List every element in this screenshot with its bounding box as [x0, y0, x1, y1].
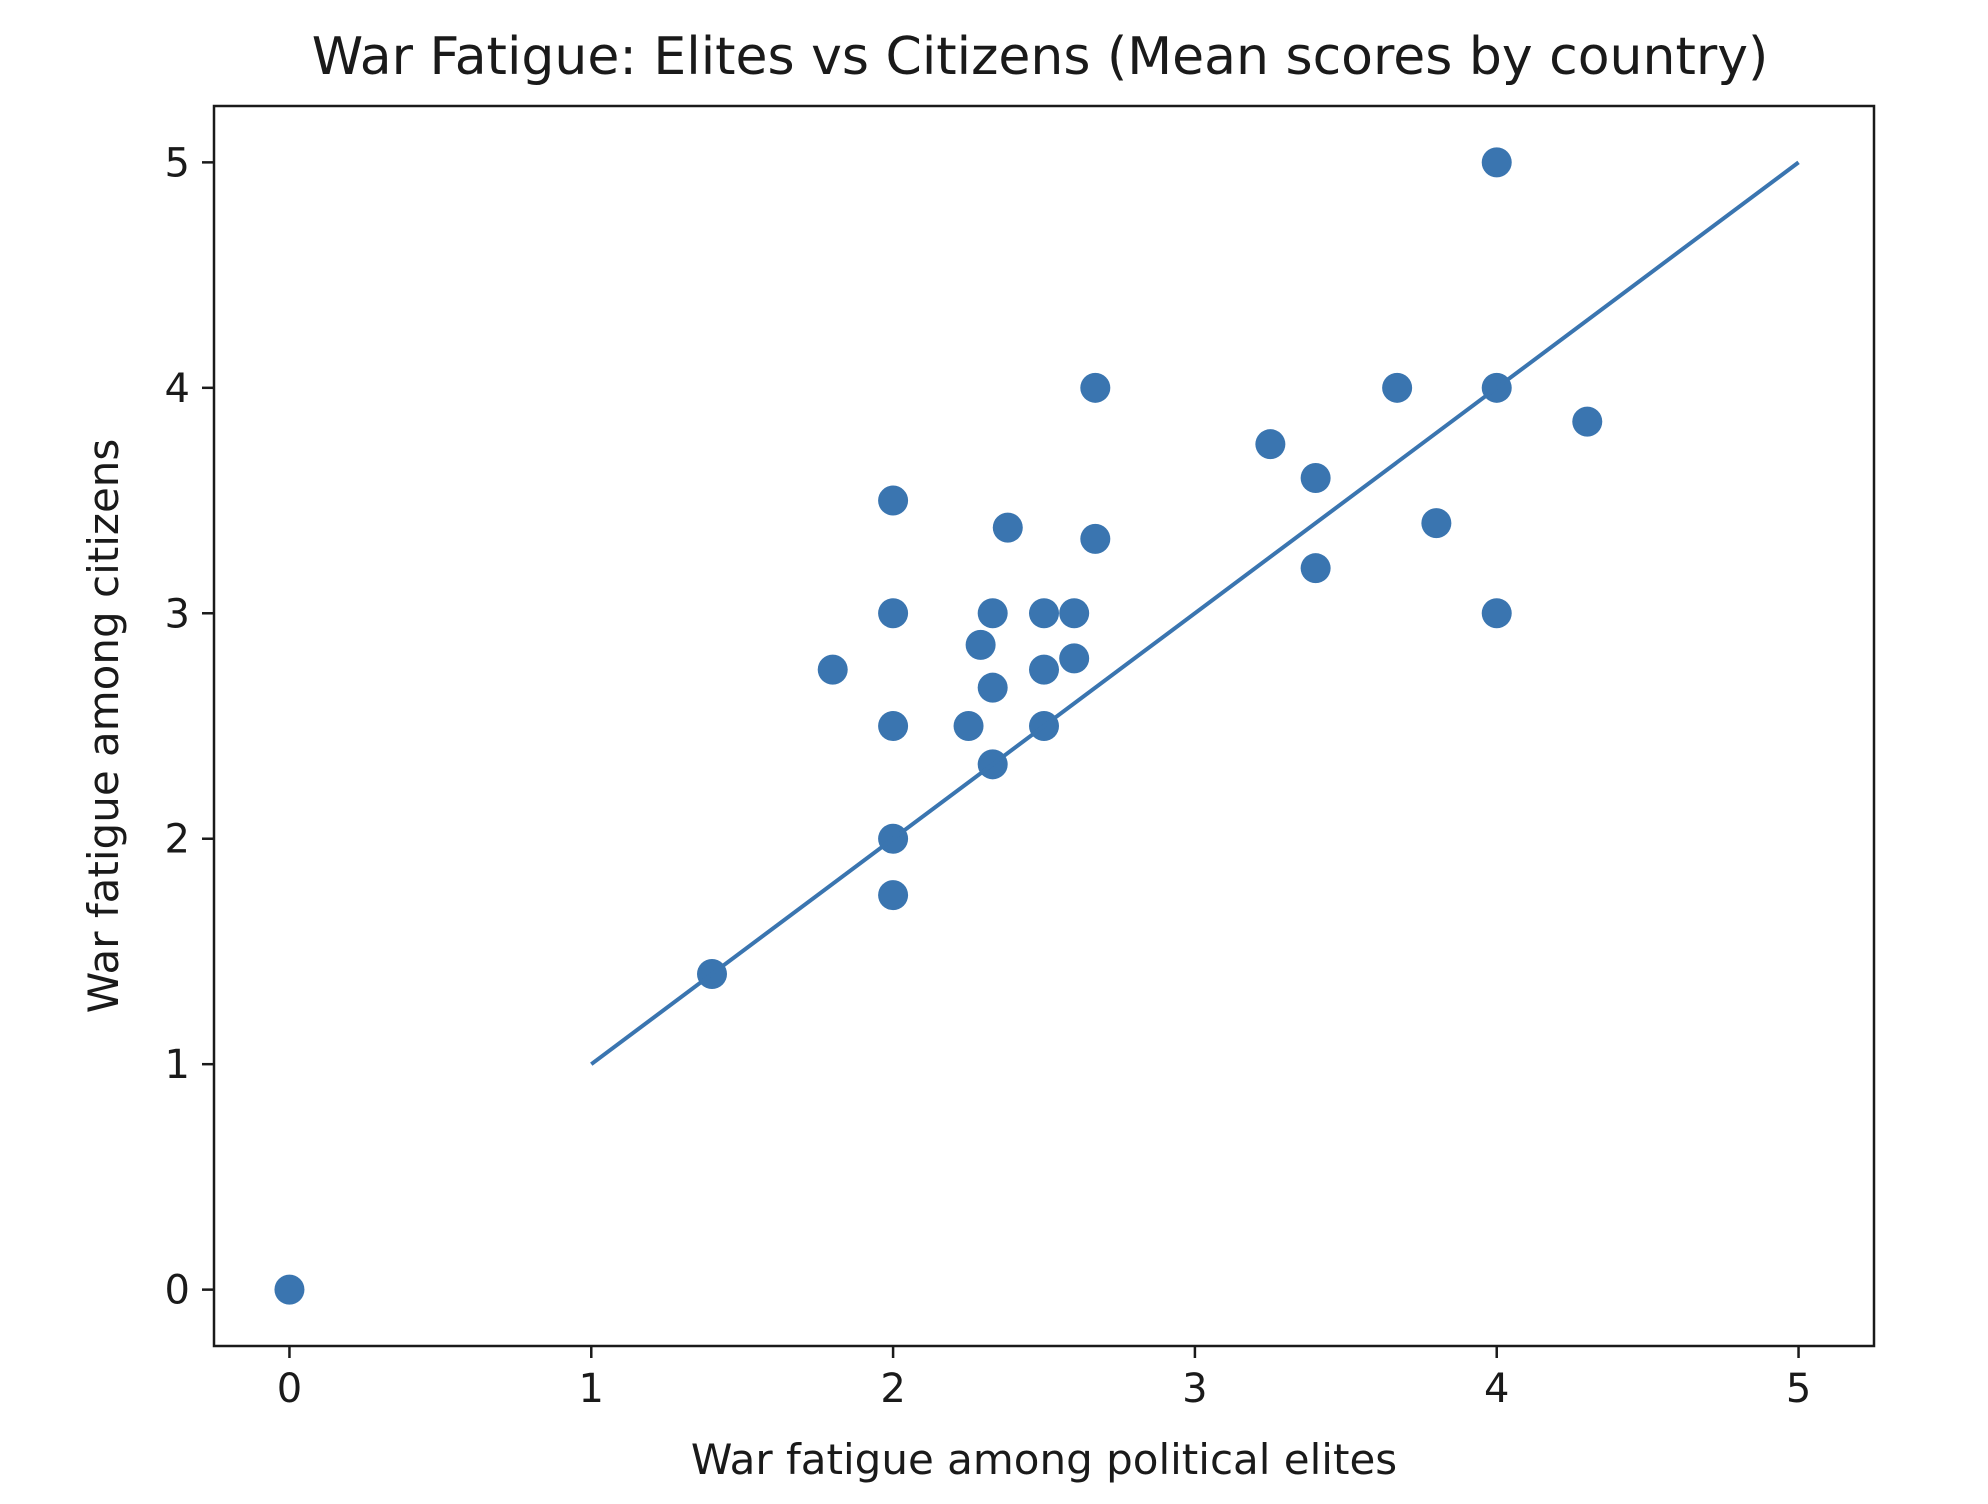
data-point-9: [965, 629, 996, 660]
data-point-5: [878, 711, 909, 741]
data-point-14: [1029, 598, 1059, 629]
data-point-28: [1481, 598, 1512, 629]
data-point-17: [1059, 598, 1090, 629]
plot-frame: [212, 104, 1876, 1348]
data-point-10: [977, 598, 1008, 629]
x-axis-label: War fatigue among political elites: [691, 1435, 1397, 1484]
y-tick-label-1: 1: [165, 1042, 190, 1088]
data-point-0: [274, 1274, 305, 1305]
data-point-19: [1080, 372, 1111, 403]
points-layer: [274, 147, 1603, 1305]
data-point-22: [1300, 463, 1331, 493]
x-tick-label-5: 5: [1786, 1366, 1811, 1412]
y-axis-label: War fatigue among citizens: [79, 439, 128, 1014]
chart-title: War Fatigue: Elites vs Citizens (Mean sc…: [312, 27, 1769, 87]
data-point-25: [1421, 508, 1452, 539]
x-tick-label-2: 2: [880, 1366, 905, 1412]
y-tick-label-5: 5: [165, 140, 190, 186]
y-tick-label-3: 3: [165, 591, 190, 637]
data-point-20: [1080, 523, 1111, 554]
data-point-18: [1059, 643, 1090, 674]
data-point-26: [1481, 147, 1512, 178]
reference-line-layer: [590, 160, 1800, 1066]
x-tick-label-3: 3: [1182, 1366, 1207, 1412]
data-point-24: [1382, 372, 1413, 403]
data-point-4: [878, 598, 909, 629]
data-point-23: [1300, 553, 1331, 584]
y-tick-label-4: 4: [165, 366, 190, 412]
x-tick-label-4: 4: [1484, 1366, 1509, 1412]
data-point-21: [1255, 429, 1286, 460]
reference-line: [590, 160, 1800, 1066]
data-point-8: [953, 711, 984, 741]
x-tick-label-0: 0: [277, 1366, 302, 1412]
x-tick-label-1: 1: [579, 1366, 604, 1412]
y-tick-label-0: 0: [165, 1268, 190, 1314]
data-point-2: [817, 654, 848, 685]
data-point-13: [992, 512, 1023, 543]
data-point-11: [977, 672, 1008, 703]
data-point-3: [878, 485, 909, 516]
data-point-15: [1029, 654, 1059, 685]
ticks-layer: 0 1 2 3 4 5 0 1 2 3 4 5: [165, 140, 1812, 1412]
y-tick-label-2: 2: [165, 817, 190, 863]
data-point-7: [878, 880, 909, 911]
data-point-29: [1572, 406, 1603, 437]
